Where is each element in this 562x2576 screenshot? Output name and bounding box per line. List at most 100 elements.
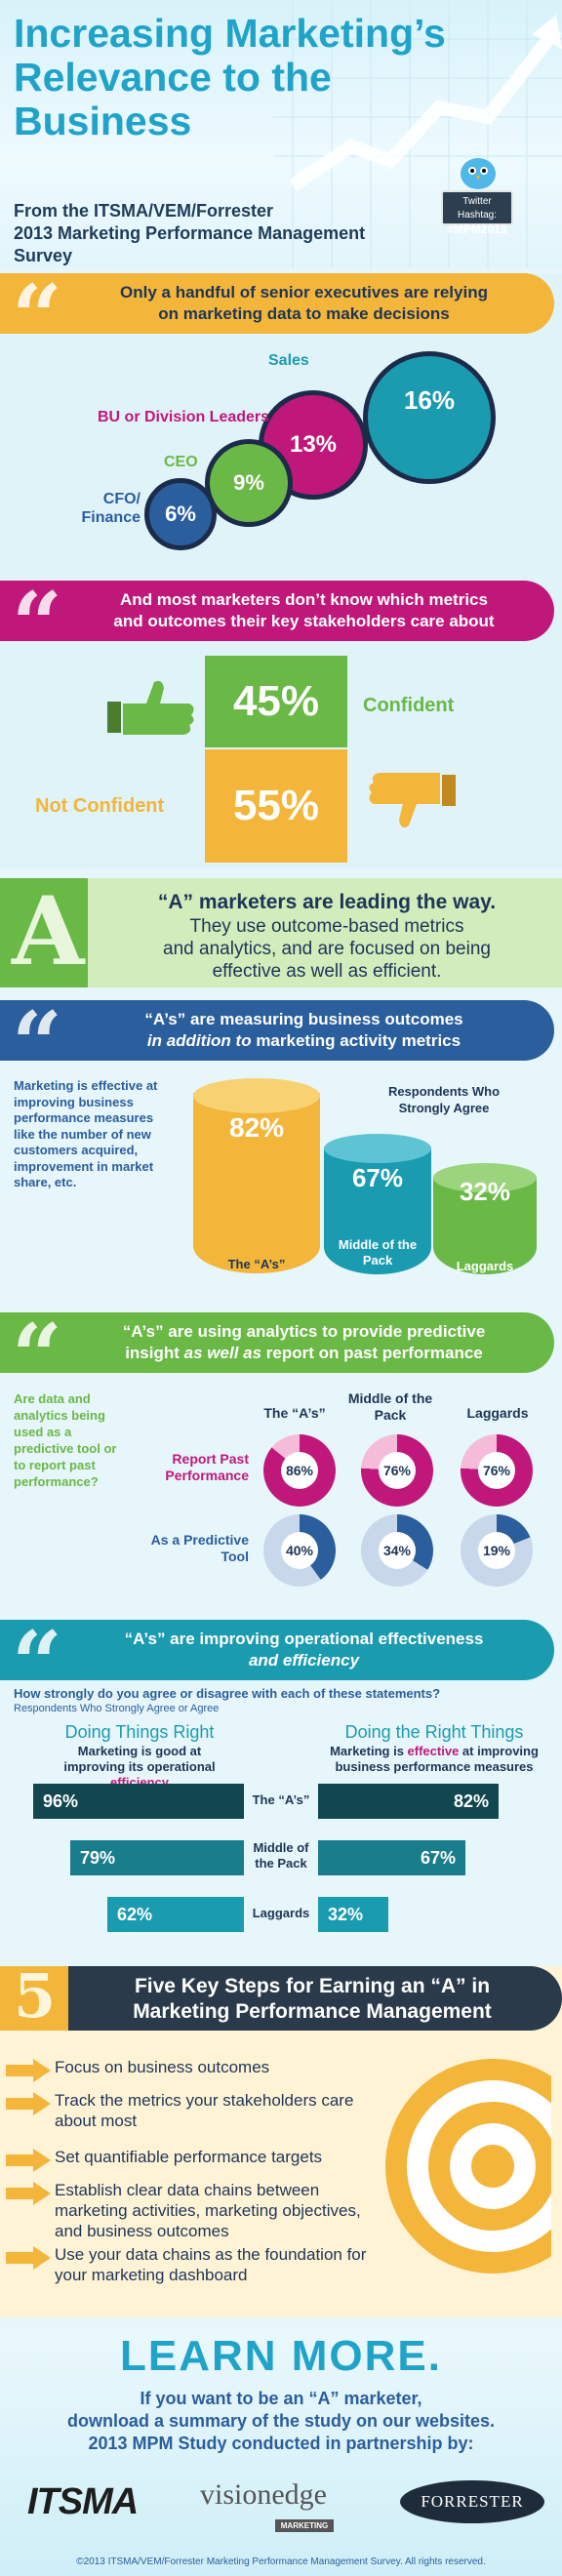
not-confident-value: 55%	[205, 749, 347, 863]
bar-left-value: 96%	[43, 1791, 79, 1811]
label-sales: Sales	[268, 352, 309, 369]
quote-icon: “	[12, 1305, 62, 1408]
cylinder-middle	[324, 1147, 431, 1274]
donut-value: 19%	[478, 1532, 515, 1569]
arrow-right-icon	[6, 2149, 51, 2178]
left-title: Doing Things Right	[64, 1722, 215, 1742]
row-predictive: As a Predictive Tool	[150, 1532, 249, 1564]
cylinder-laggards-label: Laggards	[456, 1259, 514, 1273]
footer-text: If you want to be an “A” marketer, downl…	[66, 2389, 496, 2453]
donut-value: 76%	[478, 1452, 515, 1489]
confident-label: Confident	[363, 695, 455, 716]
right-subtitle: Marketing is effective at improving busi…	[330, 1744, 539, 1774]
bar-right-2: 32%	[318, 1897, 388, 1932]
confident-value: 45%	[205, 656, 347, 747]
section-a-marketers	[0, 878, 562, 987]
donut-report-1: 76%	[361, 1434, 433, 1507]
hashtag-badge: Twitter Hashtag: #MPM2013	[441, 190, 513, 236]
cylinder-middle-label: Middle of the Pack	[338, 1237, 418, 1268]
bar-left-value: 79%	[80, 1847, 116, 1868]
arrow-right-icon	[6, 2246, 51, 2275]
banner-predictive: “ “A’s” are using analytics to provide p…	[0, 1305, 554, 1408]
bar-left-2: 62%	[107, 1897, 244, 1932]
business-outcomes-description: Marketing is effective at improving busi…	[14, 1078, 158, 1189]
step-item: Use your data chains as the foundation f…	[55, 2245, 367, 2284]
col-middle: Middle of the Pack	[347, 1390, 433, 1423]
footer	[0, 2327, 562, 2576]
donut-predictive-0: 40%	[263, 1514, 336, 1587]
cylinder-a-top	[193, 1078, 320, 1113]
learn-more-heading: LEARN MORE.	[120, 2332, 442, 2380]
bar-left-1: 79%	[70, 1840, 244, 1875]
donut-value: 34%	[379, 1532, 416, 1569]
bar-right-value: 32%	[328, 1904, 364, 1924]
col-a: The “A’s”	[263, 1405, 326, 1421]
arrow-right-icon	[6, 2059, 51, 2088]
quote-icon: “	[12, 992, 62, 1096]
label-ceo: CEO	[164, 454, 198, 470]
cylinder-laggards-top	[433, 1163, 537, 1192]
visionedge-sub: MARKETING	[275, 2519, 334, 2532]
quote-icon: “	[12, 573, 62, 676]
cylinder-a-label: The “A’s”	[227, 1257, 286, 1271]
bar-right-1: 67%	[318, 1840, 465, 1875]
step-item: Establish clear data chains between mark…	[55, 2181, 361, 2240]
step-item: Track the metrics your stakeholders care…	[55, 2091, 354, 2130]
cylinder-laggards-value: 32%	[459, 1177, 511, 1206]
twitter-bird-icon	[461, 158, 496, 189]
arrow-right-icon	[6, 2182, 51, 2211]
five-number: 5	[14, 1960, 57, 2032]
banner-executives: “ Only a handful of senior executives ar…	[0, 273, 554, 361]
bar-right-value: 67%	[420, 1847, 456, 1868]
bar-row-label: The “A’s”	[252, 1792, 310, 1807]
bar-right-value: 82%	[453, 1791, 489, 1811]
visionedge-logo: visionedge	[200, 2478, 327, 2511]
bubble-sales: 16%	[363, 351, 496, 484]
cylinder-a-value: 82%	[228, 1112, 285, 1143]
donut-value: 76%	[379, 1452, 416, 1489]
step-item: Set quantifiable performance targets	[55, 2148, 323, 2166]
arrow-right-icon	[6, 2092, 51, 2121]
strongly-agree-legend: Respondents Who Strongly Agree	[387, 1084, 501, 1115]
five-steps-banner	[0, 1966, 562, 2031]
quote-icon: “	[12, 1612, 62, 1715]
bar-right-0: 82%	[318, 1784, 499, 1819]
bar-row-label: Middle of the Pack	[253, 1840, 309, 1871]
header-background-graphic	[273, 0, 562, 268]
predictive-question: Are data and analytics being used as a p…	[14, 1391, 117, 1489]
banner-operational: “ “A’s” are improving operational effect…	[0, 1612, 554, 1715]
step-item: Focus on business outcomes	[55, 2058, 270, 2076]
donut-predictive-2: 19%	[461, 1514, 533, 1587]
bubble-ceo: 9%	[205, 439, 293, 527]
bar-row-label: Laggards	[252, 1906, 310, 1920]
a-letter: A	[12, 876, 85, 986]
cylinder-a	[193, 1093, 320, 1273]
cylinder-middle-top	[324, 1134, 431, 1163]
header	[0, 0, 562, 268]
itsma-logo: ITSMA	[27, 2481, 139, 2522]
donut-value: 40%	[281, 1532, 318, 1569]
copyright: ©2013 ITSMA/VEM/Forrester Marketing Perf…	[76, 2556, 486, 2567]
operational-question: How strongly do you agree or disagree wi…	[14, 1686, 441, 1701]
bubble-cfo: 6%	[144, 478, 217, 550]
target-icon	[385, 2059, 551, 2274]
cylinder-laggards	[433, 1177, 537, 1274]
banner-stakeholders: “ And most marketers don’t know which me…	[0, 573, 554, 676]
donut-report-0: 86%	[263, 1434, 336, 1507]
bar-left-value: 62%	[117, 1904, 153, 1924]
operational-note: Respondents Who Strongly Agree or Agree	[14, 1703, 220, 1714]
page-title: Increasing Marketing’s Relevance to the …	[14, 11, 446, 143]
right-title: Doing the Right Things	[344, 1722, 524, 1742]
cylinder-middle-value: 67%	[351, 1163, 404, 1192]
five-steps-title: Five Key Steps for Earning an “A” in Mar…	[133, 1975, 492, 2023]
banner-business-outcomes: “ “A’s” are measuring business outcomes …	[0, 992, 554, 1096]
row-report-past: Report Past Performance	[165, 1451, 249, 1483]
thumbs-down-icon	[369, 773, 456, 827]
donut-predictive-1: 34%	[361, 1514, 433, 1587]
label-cfo: CFO/ Finance	[81, 491, 140, 526]
donut-value: 86%	[281, 1452, 318, 1489]
forrester-logo: FORRESTER	[400, 2480, 544, 2523]
label-bu-leaders: BU or Division Leaders	[98, 409, 270, 425]
not-confident-label: Not Confident	[35, 795, 165, 817]
donut-report-2: 76%	[461, 1434, 533, 1507]
